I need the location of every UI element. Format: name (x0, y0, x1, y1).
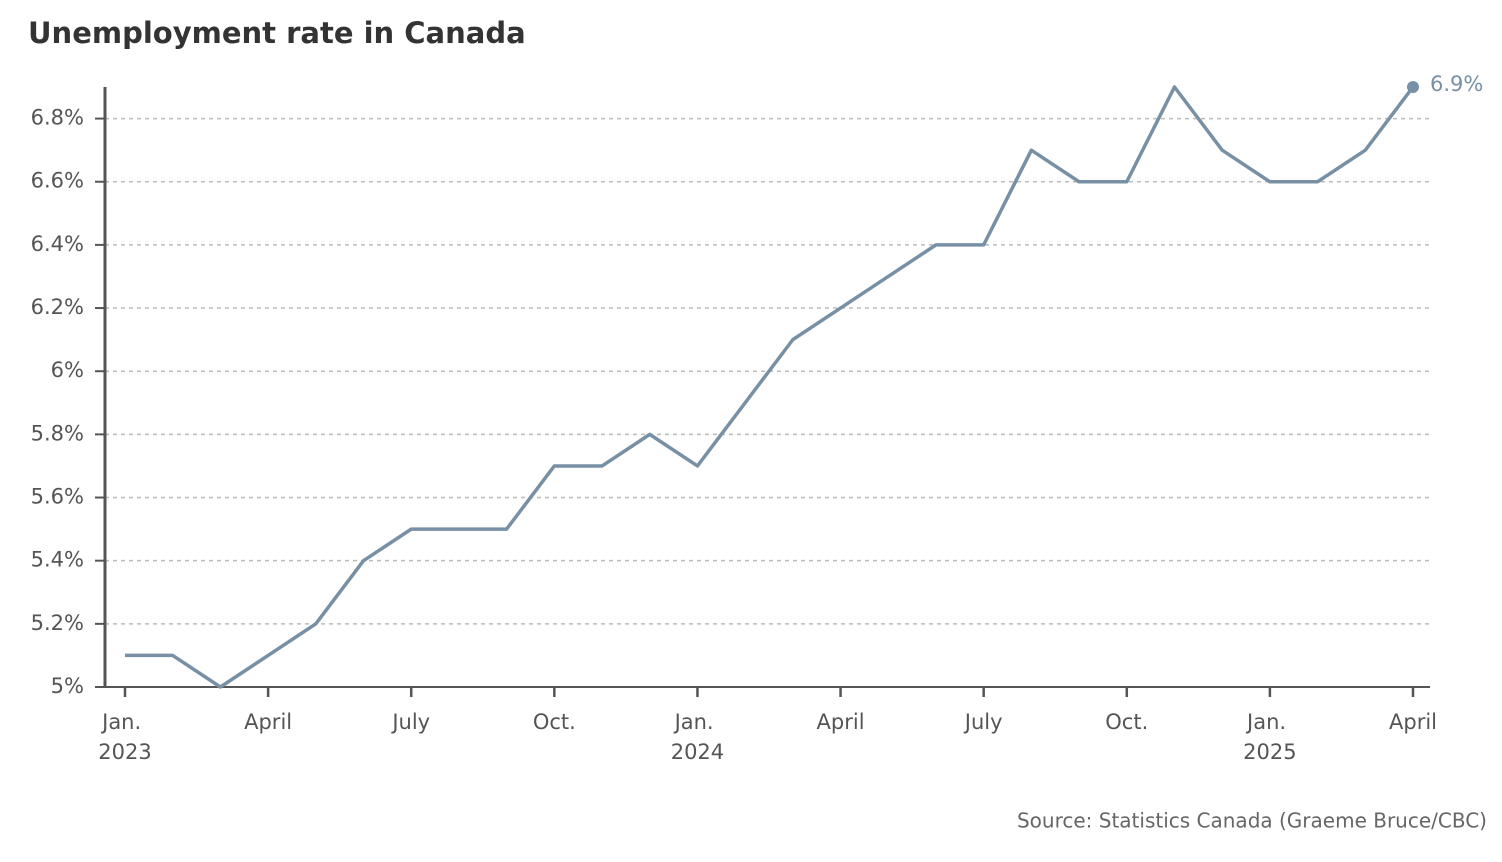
x-tick-label: Jan. 2024 (671, 710, 724, 764)
y-tick-label: 5.6% (31, 485, 84, 509)
x-tick-label: April (244, 710, 292, 734)
y-tick-label: 6.8% (31, 106, 84, 130)
chart-title: Unemployment rate in Canada (28, 16, 526, 50)
y-tick-label: 5% (51, 674, 84, 698)
value-label: 6.9% (1430, 72, 1483, 96)
x-tick-label: July (963, 710, 1003, 734)
y-tick-label: 6.2% (31, 295, 84, 319)
y-tick-label: 6% (51, 358, 84, 382)
y-tick-label: 6.6% (31, 169, 84, 193)
y-tick-label: 5.4% (31, 548, 84, 572)
x-tick-label: Oct. (533, 710, 576, 734)
y-tick-label: 5.8% (31, 421, 84, 445)
y-tick-label: 5.2% (31, 611, 84, 635)
end-point (1407, 81, 1419, 93)
x-tick-label: July (390, 710, 430, 734)
x-tick-label: April (817, 710, 865, 734)
data-line (125, 85, 1415, 689)
x-tick-label: Jan. 2025 (1243, 710, 1296, 764)
x-tick-label: April (1389, 710, 1437, 734)
x-tick-label: Oct. (1105, 710, 1148, 734)
x-tick-label: Jan. 2023 (98, 710, 151, 764)
y-tick-label: 6.4% (31, 232, 84, 256)
source-note: Source: Statistics Canada (Graeme Bruce/… (1017, 809, 1487, 833)
